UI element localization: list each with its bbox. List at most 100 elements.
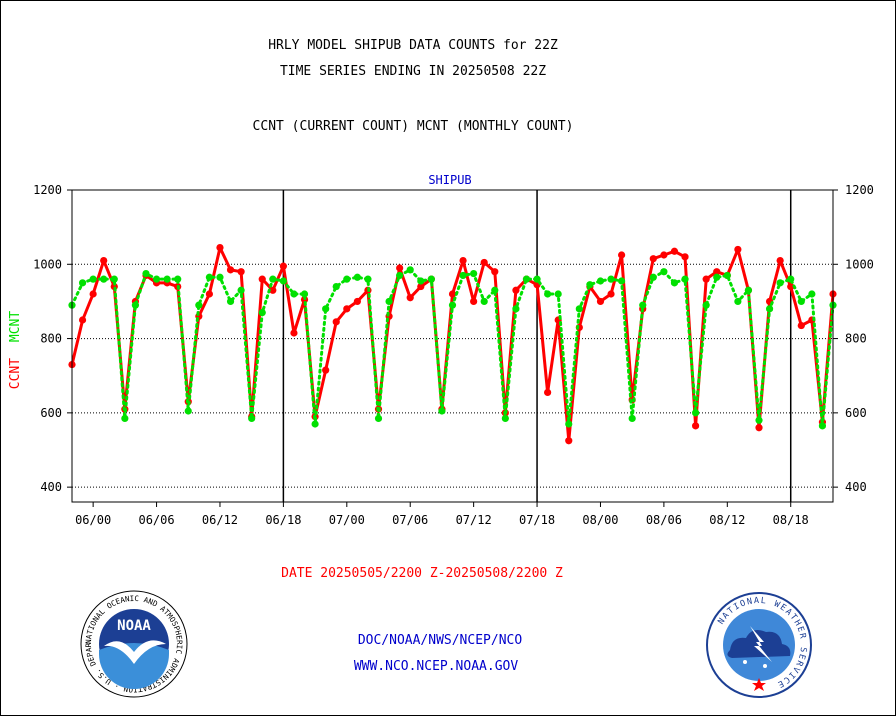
data-point-mcnt-41 xyxy=(501,414,509,423)
y-tick-label-left-600: 600 xyxy=(40,406,62,420)
y-tick-label-left-400: 400 xyxy=(40,480,62,494)
data-point-mcnt-2 xyxy=(89,275,97,283)
data-point-ccnt-13 xyxy=(205,290,214,298)
data-point-ccnt-52 xyxy=(618,251,626,259)
chart-header-line3: CCNT (CURRENT COUNT) MCNT (MONTHLY COUNT… xyxy=(252,119,574,134)
date-range-label: DATE 20250505/2200 Z-20250508/2200 Z xyxy=(281,566,563,581)
website-link[interactable]: WWW.NCO.NCEP.NOAA.GOV xyxy=(353,659,519,674)
data-point-mcnt-13 xyxy=(205,273,214,281)
y-axis-label-ccnt: CCNT xyxy=(8,358,23,389)
x-tick-label-07-12: 07/12 xyxy=(456,513,492,527)
data-point-mcnt-71 xyxy=(818,422,827,430)
data-point-mcnt-29 xyxy=(374,414,383,423)
data-point-ccnt-63 xyxy=(734,245,742,254)
data-point-mcnt-63 xyxy=(734,297,742,306)
data-point-mcnt-35 xyxy=(438,407,446,415)
x-tick-label-07-06: 07/06 xyxy=(392,513,428,527)
data-point-ccnt-42 xyxy=(512,286,520,294)
plot-area-border xyxy=(71,189,834,503)
data-point-mcnt-53 xyxy=(628,414,636,423)
data-point-mcnt-4 xyxy=(110,275,118,283)
data-point-mcnt-56 xyxy=(660,268,668,276)
data-point-mcnt-34 xyxy=(427,275,435,283)
x-tick-label-07-18: 07/18 xyxy=(519,513,555,527)
data-point-mcnt-18 xyxy=(258,308,266,317)
noaa-logo: NATIONAL OCEANIC AND ATMOSPHERIC ADMINIS… xyxy=(80,590,188,698)
data-point-ccnt-21 xyxy=(290,329,298,337)
data-point-mcnt-65 xyxy=(755,416,763,424)
y-tick-label-right-1200: 1200 xyxy=(845,183,874,197)
data-point-mcnt-67 xyxy=(776,279,784,287)
data-point-mcnt-47 xyxy=(565,420,573,428)
data-point-mcnt-37 xyxy=(459,271,467,280)
data-point-mcnt-40 xyxy=(491,286,499,294)
data-point-ccnt-37 xyxy=(459,256,467,265)
data-point-mcnt-25 xyxy=(332,282,340,291)
data-point-mcnt-7 xyxy=(142,269,150,278)
data-point-mcnt-28 xyxy=(364,275,372,283)
data-point-mcnt-43 xyxy=(522,275,531,283)
y-tick-label-left-1000: 1000 xyxy=(33,257,62,271)
data-point-mcnt-12 xyxy=(195,301,203,309)
data-point-mcnt-16 xyxy=(237,286,245,294)
data-point-mcnt-27 xyxy=(353,273,361,281)
data-point-ccnt-31 xyxy=(396,264,404,272)
data-point-mcnt-64 xyxy=(744,286,753,294)
data-point-ccnt-69 xyxy=(797,321,805,330)
data-point-mcnt-26 xyxy=(343,275,351,283)
data-point-ccnt-27 xyxy=(353,297,361,306)
data-point-mcnt-36 xyxy=(448,301,457,309)
data-point-mcnt-60 xyxy=(702,301,710,309)
y-axis-label-mcnt: MCNT xyxy=(8,311,23,342)
data-point-mcnt-24 xyxy=(322,305,330,313)
noaa-logo-text: NOAA xyxy=(117,618,151,634)
data-point-mcnt-1 xyxy=(78,279,87,287)
data-point-ccnt-38 xyxy=(470,297,478,306)
data-point-ccnt-26 xyxy=(343,305,351,313)
data-point-mcnt-45 xyxy=(544,290,552,298)
data-point-ccnt-33 xyxy=(417,282,425,291)
data-point-mcnt-32 xyxy=(406,266,414,274)
data-point-mcnt-58 xyxy=(681,275,689,283)
x-tick-label-08-06: 08/06 xyxy=(646,513,682,527)
data-point-ccnt-32 xyxy=(406,294,414,302)
x-tick-label-07-00: 07/00 xyxy=(329,513,365,527)
data-point-ccnt-24 xyxy=(322,366,330,374)
data-point-mcnt-70 xyxy=(808,290,816,298)
data-point-mcnt-21 xyxy=(290,290,298,298)
x-tick-label-06-12: 06/12 xyxy=(202,513,238,527)
data-point-mcnt-31 xyxy=(396,271,404,280)
data-point-mcnt-9 xyxy=(163,275,171,283)
data-point-mcnt-54 xyxy=(639,301,647,309)
data-point-mcnt-23 xyxy=(311,420,319,428)
data-point-mcnt-38 xyxy=(470,269,478,278)
data-point-mcnt-14 xyxy=(216,273,224,281)
data-point-mcnt-3 xyxy=(100,275,108,283)
data-point-ccnt-20 xyxy=(279,262,287,270)
data-point-ccnt-3 xyxy=(100,256,108,265)
data-point-ccnt-58 xyxy=(681,253,689,261)
data-point-ccnt-45 xyxy=(544,388,552,397)
data-point-mcnt-68 xyxy=(787,275,795,283)
chart-header-line1: HRLY MODEL SHIPUB DATA COUNTS for 22Z xyxy=(268,38,558,53)
data-point-mcnt-66 xyxy=(765,305,774,313)
data-point-mcnt-49 xyxy=(586,281,594,289)
data-point-mcnt-10 xyxy=(174,275,182,283)
data-point-ccnt-39 xyxy=(480,258,488,267)
nws-logo: NATIONAL WEATHER SERVICE xyxy=(706,592,812,698)
data-point-ccnt-61 xyxy=(713,268,721,276)
data-point-ccnt-14 xyxy=(216,243,224,252)
data-point-mcnt-55 xyxy=(649,273,657,281)
y-tick-label-right-800: 800 xyxy=(845,332,867,346)
data-point-ccnt-57 xyxy=(670,247,679,255)
data-point-mcnt-52 xyxy=(618,277,626,285)
data-point-mcnt-46 xyxy=(554,290,562,298)
data-point-mcnt-59 xyxy=(691,409,700,417)
data-point-ccnt-60 xyxy=(702,275,710,283)
data-point-mcnt-50 xyxy=(596,277,605,285)
data-point-mcnt-44 xyxy=(533,275,541,283)
data-point-ccnt-18 xyxy=(258,275,266,283)
data-point-ccnt-55 xyxy=(649,255,657,263)
data-point-ccnt-68 xyxy=(787,282,795,291)
